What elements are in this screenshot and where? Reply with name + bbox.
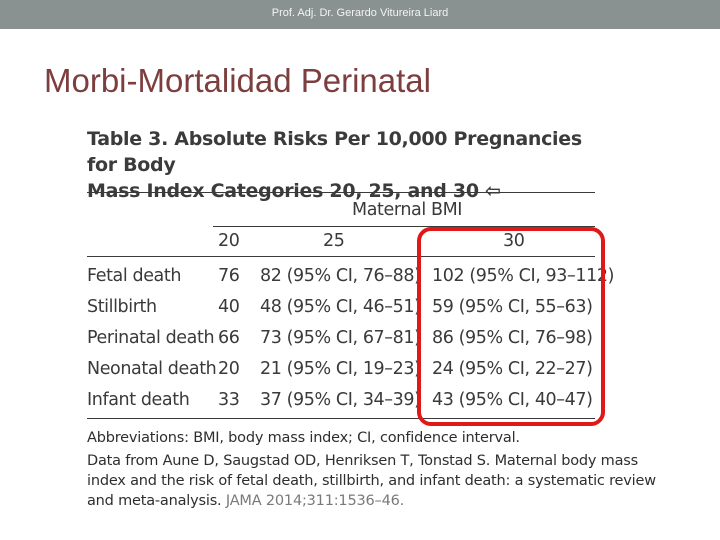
cell-bmi-30: 59 (95% CI, 55–63) <box>432 297 593 317</box>
group-header-rule <box>213 226 595 227</box>
table-title-line2: Mass Index Categories 20, 25, and 30 ⇦ <box>87 180 501 202</box>
source-note-line1: Data from Aune D, Saugstad OD, Henriksen… <box>87 453 638 469</box>
column-header-25: 25 <box>323 231 345 251</box>
column-header-rule <box>87 256 595 257</box>
header-author: Prof. Adj. Dr. Gerardo Vitureira Liard <box>271 7 449 19</box>
table-bottom-rule <box>87 418 595 419</box>
column-header-30: 30 <box>503 231 525 251</box>
row-label: Stillbirth <box>87 297 157 317</box>
row-label: Perinatal death <box>87 328 215 348</box>
highlight-box-bmi-30 <box>417 227 605 426</box>
row-label: Fetal death <box>87 266 182 286</box>
source-note-line2: index and the risk of fetal death, still… <box>87 473 656 489</box>
cell-bmi-25: 73 (95% CI, 67–81) <box>260 328 421 348</box>
cell-bmi-20: 40 <box>218 297 240 317</box>
slide-title: Morbi-Mortalidad Perinatal <box>44 62 431 99</box>
cell-bmi-25: 82 (95% CI, 76–88) <box>260 266 421 286</box>
cell-bmi-20: 20 <box>218 359 240 379</box>
group-header-maternal-bmi: Maternal BMI <box>352 200 463 220</box>
table-title-block: Table 3. Absolute Risks Per 10,000 Pregn… <box>87 126 607 204</box>
source-note-text: and meta-analysis. <box>87 493 222 509</box>
cell-bmi-20: 66 <box>218 328 240 348</box>
source-journal-citation: JAMA 2014;311:1536–46. <box>225 493 405 509</box>
cell-bmi-25: 37 (95% CI, 34–39) <box>260 390 421 410</box>
abbreviations-note: Abbreviations: BMI, body mass index; CI,… <box>87 430 520 446</box>
cell-bmi-30: 24 (95% CI, 22–27) <box>432 359 593 379</box>
column-header-20: 20 <box>218 231 240 251</box>
cell-bmi-30: 86 (95% CI, 76–98) <box>432 328 593 348</box>
cell-bmi-20: 76 <box>218 266 240 286</box>
table-title-line1: Table 3. Absolute Risks Per 10,000 Pregn… <box>87 128 582 176</box>
table-top-rule <box>87 192 595 193</box>
cell-bmi-30: 102 (95% CI, 93–112) <box>432 266 615 286</box>
header-bar <box>0 0 720 29</box>
cell-bmi-20: 33 <box>218 390 240 410</box>
source-note-line3: and meta-analysis. JAMA 2014;311:1536–46… <box>87 491 404 511</box>
row-label: Neonatal death <box>87 359 217 379</box>
cell-bmi-25: 21 (95% CI, 19–23) <box>260 359 421 379</box>
cell-bmi-25: 48 (95% CI, 46–51) <box>260 297 421 317</box>
row-label: Infant death <box>87 390 190 410</box>
cell-bmi-30: 43 (95% CI, 40–47) <box>432 390 593 410</box>
